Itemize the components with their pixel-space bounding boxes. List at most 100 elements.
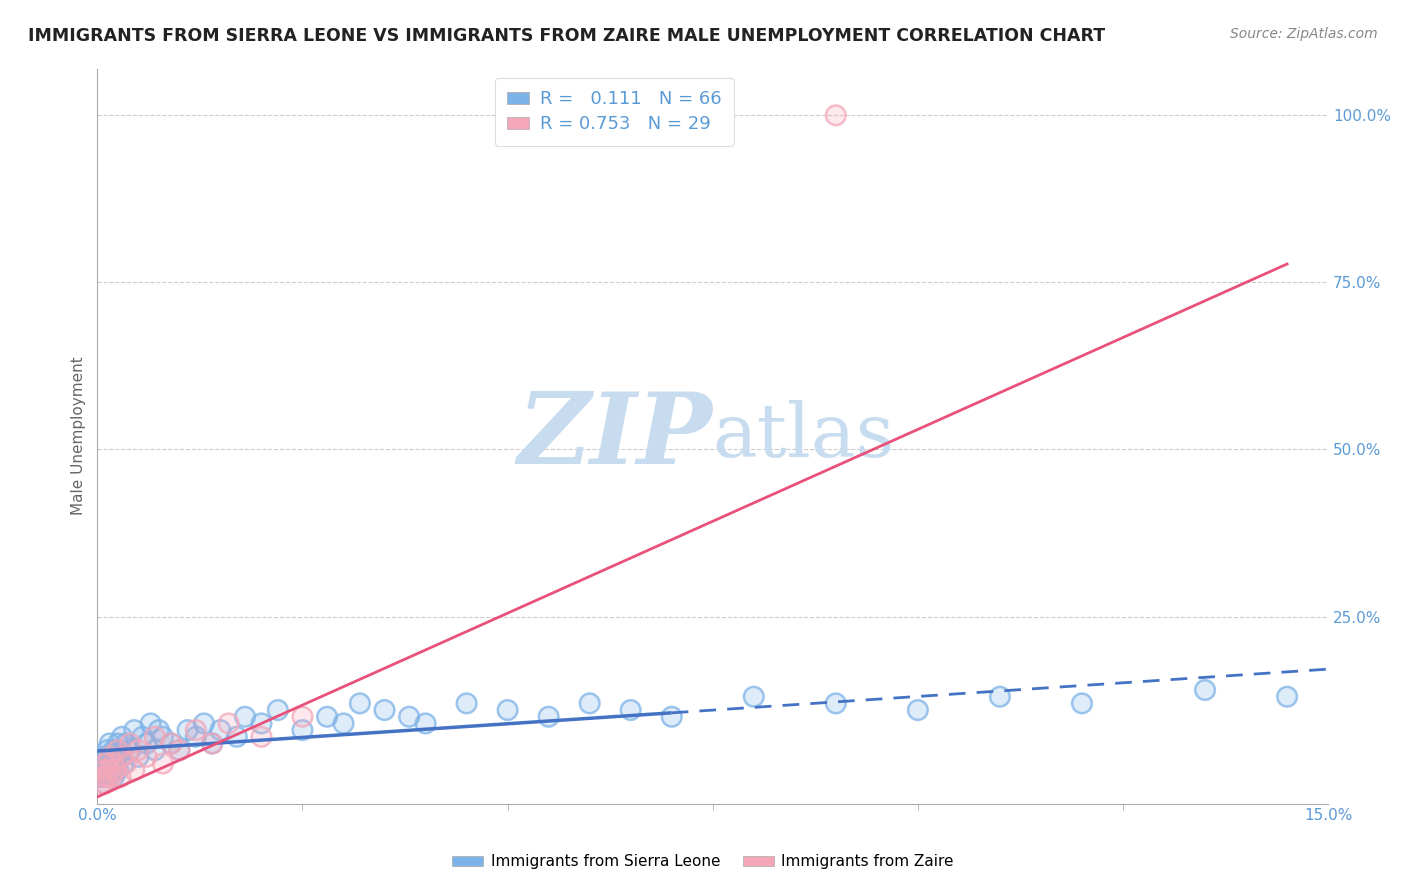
Point xyxy=(332,716,354,731)
Point xyxy=(201,736,224,750)
Point xyxy=(148,723,170,738)
Point xyxy=(316,710,339,724)
Point xyxy=(111,749,134,764)
Point xyxy=(103,743,125,757)
Point xyxy=(218,716,240,731)
Point xyxy=(100,756,122,771)
Point xyxy=(111,730,134,744)
Point xyxy=(620,703,643,717)
Point xyxy=(97,770,120,784)
Point xyxy=(98,749,121,764)
Point xyxy=(93,763,115,777)
Point xyxy=(267,703,290,717)
Point xyxy=(124,723,146,738)
Point xyxy=(824,108,846,122)
Point xyxy=(160,736,183,750)
Point xyxy=(97,756,120,771)
Point xyxy=(176,723,198,738)
Point xyxy=(661,710,683,724)
Point xyxy=(332,716,354,731)
Point xyxy=(184,730,207,744)
Point xyxy=(104,763,127,777)
Point xyxy=(291,723,314,738)
Point xyxy=(169,743,191,757)
Point xyxy=(169,743,191,757)
Point xyxy=(398,710,420,724)
Point xyxy=(120,736,142,750)
Point xyxy=(907,703,929,717)
Point xyxy=(824,108,846,122)
Point xyxy=(456,697,478,711)
Point xyxy=(250,716,273,731)
Point xyxy=(97,756,120,771)
Point xyxy=(91,770,114,784)
Point xyxy=(90,776,112,790)
Point xyxy=(176,723,198,738)
Point xyxy=(415,716,437,731)
Point xyxy=(98,763,121,777)
Point xyxy=(496,703,519,717)
Point xyxy=(103,743,125,757)
Point xyxy=(742,690,765,704)
Point xyxy=(349,697,371,711)
Text: Source: ZipAtlas.com: Source: ZipAtlas.com xyxy=(1230,27,1378,41)
Point xyxy=(201,736,224,750)
Point xyxy=(537,710,560,724)
Point xyxy=(127,743,149,757)
Point xyxy=(184,723,207,738)
Point xyxy=(250,730,273,744)
Point xyxy=(100,756,122,771)
Point xyxy=(127,743,149,757)
Point xyxy=(250,730,273,744)
Point xyxy=(115,756,138,771)
Point xyxy=(316,710,339,724)
Point xyxy=(107,743,129,757)
Point xyxy=(93,756,115,771)
Point xyxy=(97,763,120,777)
Point xyxy=(225,730,247,744)
Point xyxy=(742,690,765,704)
Point xyxy=(291,710,314,724)
Point xyxy=(93,776,115,790)
Point xyxy=(115,736,138,750)
Legend: R =   0.111   N = 66, R = 0.753   N = 29: R = 0.111 N = 66, R = 0.753 N = 29 xyxy=(495,78,734,146)
Point xyxy=(124,763,146,777)
Point xyxy=(233,710,256,724)
Point xyxy=(120,743,142,757)
Point xyxy=(143,743,166,757)
Point xyxy=(143,730,166,744)
Point xyxy=(105,756,128,771)
Point xyxy=(111,730,134,744)
Point xyxy=(115,736,138,750)
Text: IMMIGRANTS FROM SIERRA LEONE VS IMMIGRANTS FROM ZAIRE MALE UNEMPLOYMENT CORRELAT: IMMIGRANTS FROM SIERRA LEONE VS IMMIGRAN… xyxy=(28,27,1105,45)
Point xyxy=(373,703,395,717)
Point xyxy=(94,749,117,764)
Point xyxy=(250,716,273,731)
Point xyxy=(91,763,114,777)
Point xyxy=(94,749,117,764)
Point xyxy=(152,756,174,771)
Point xyxy=(267,703,290,717)
Y-axis label: Male Unemployment: Male Unemployment xyxy=(72,357,86,516)
Point xyxy=(103,756,125,771)
Point xyxy=(110,743,132,757)
Point xyxy=(496,703,519,717)
Point xyxy=(1275,690,1298,704)
Point xyxy=(94,756,117,771)
Point xyxy=(90,776,112,790)
Point xyxy=(152,756,174,771)
Point xyxy=(152,730,174,744)
Point xyxy=(105,756,128,771)
Point xyxy=(201,736,224,750)
Point xyxy=(96,763,118,777)
Point xyxy=(1071,697,1094,711)
Point xyxy=(907,703,929,717)
Point xyxy=(100,770,122,784)
Point xyxy=(160,736,183,750)
Point xyxy=(233,710,256,724)
Point xyxy=(111,749,134,764)
Point xyxy=(94,770,117,784)
Point xyxy=(169,743,191,757)
Point xyxy=(100,770,122,784)
Point xyxy=(291,710,314,724)
